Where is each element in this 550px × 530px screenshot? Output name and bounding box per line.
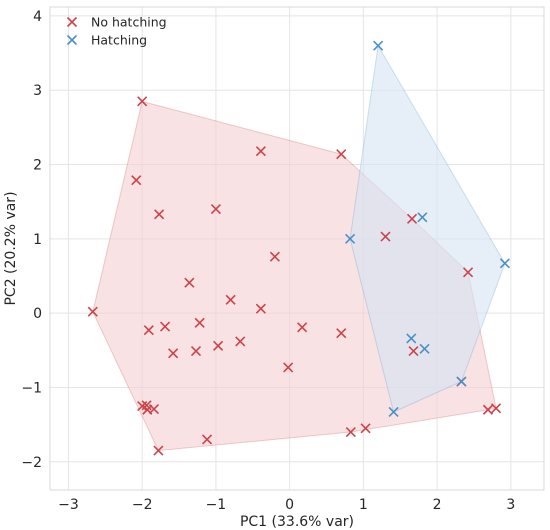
no-hatching-point — [491, 403, 502, 414]
hatching-point — [456, 376, 467, 387]
no-hatching-point — [336, 328, 347, 339]
no-hatching-point — [148, 403, 160, 415]
x-tick-label: 0 — [285, 497, 294, 513]
no-hatching-point — [336, 149, 347, 160]
no-hatching-point — [87, 306, 98, 317]
no-hatching-point — [297, 322, 308, 333]
legend: No hatching Hatching — [66, 15, 167, 48]
no-hatching-point — [345, 426, 356, 438]
convex-hulls — [92, 44, 506, 452]
no-hatching-legend-label: No hatching — [91, 15, 167, 30]
x-axis-title: PC1 (33.6% var) — [240, 514, 354, 530]
x-tick-label: −3 — [58, 497, 79, 513]
hatching-point — [388, 406, 399, 418]
hatching-point — [419, 343, 430, 354]
no-hatching-point — [462, 267, 474, 278]
no-hatching-point — [143, 325, 154, 336]
no-hatching-point — [360, 423, 371, 434]
y-axis-title: PC2 (20.2% var) — [3, 191, 19, 305]
y-tick-label: 2 — [33, 158, 42, 174]
x-tick-labels: −3 −2 −1 0 1 2 3 — [58, 497, 515, 513]
y-tick-label: 0 — [33, 306, 42, 322]
plot-frame — [49, 6, 545, 491]
x-tick-label: −2 — [132, 497, 153, 513]
no-hatching-point — [482, 404, 494, 415]
no-hatching-point — [190, 345, 202, 357]
no-hatching-point — [131, 175, 142, 186]
no-hatching-point — [269, 251, 280, 262]
no-hatching-point — [380, 231, 391, 242]
no-hatching-point — [137, 96, 148, 107]
y-tick-label: −2 — [21, 455, 42, 471]
no-hatching-legend-marker — [66, 16, 78, 28]
hatching-hull — [349, 44, 506, 413]
y-tick-label: 1 — [33, 232, 42, 248]
hatching-point — [373, 40, 384, 51]
hatching-legend-marker — [66, 34, 78, 46]
y-tick-label: 4 — [33, 9, 42, 25]
x-tick-label: 1 — [359, 497, 368, 513]
x-tick-label: −1 — [206, 497, 227, 513]
no-hatching-point — [255, 303, 266, 314]
no-hatching-point — [201, 434, 213, 445]
no-hatching-point — [194, 317, 205, 328]
no-hatching-point — [235, 336, 246, 347]
y-tick-label: 3 — [33, 83, 42, 99]
no-hatching-point — [255, 146, 266, 157]
x-tick-label: 2 — [433, 497, 442, 513]
data-points — [87, 40, 510, 456]
x-tick-label: 3 — [506, 497, 515, 513]
y-tick-label: −1 — [21, 380, 42, 396]
no-hatching-point — [213, 340, 224, 351]
no-hatching-point — [408, 345, 419, 357]
hatching-point — [417, 212, 428, 223]
hatching-point — [345, 233, 356, 244]
no-hatching-point — [154, 209, 165, 220]
hatching-point — [499, 258, 510, 269]
hatching-point — [406, 333, 417, 344]
no-hatching-point — [153, 445, 164, 456]
no-hatching-point — [210, 204, 221, 215]
no-hatching-point — [225, 294, 236, 305]
no-hatching-point — [283, 362, 294, 373]
no-hatching-point — [184, 277, 195, 288]
no-hatching-point — [159, 321, 171, 332]
y-tick-labels: −2 −1 0 1 2 3 4 — [21, 9, 42, 471]
no-hatching-point — [168, 348, 179, 359]
hatching-legend-label: Hatching — [91, 33, 147, 48]
no-hatching-point — [406, 213, 418, 224]
